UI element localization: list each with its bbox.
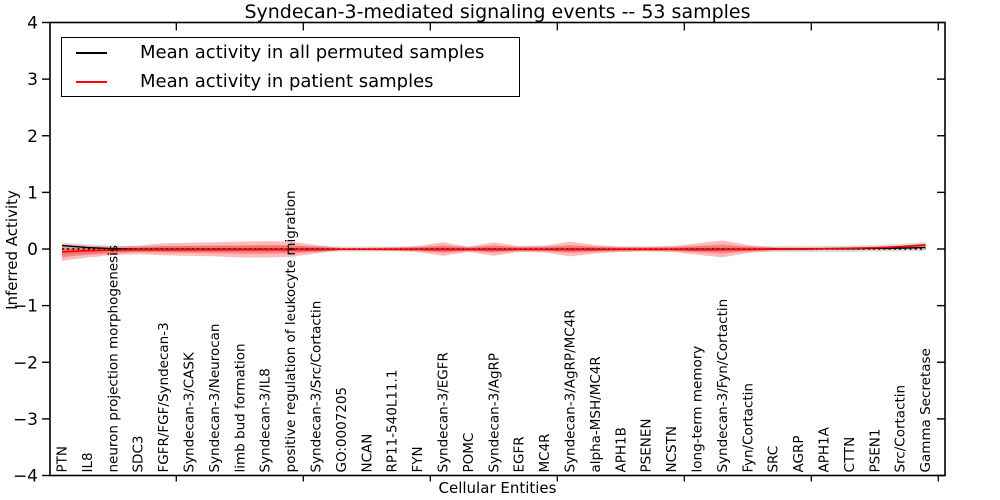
category-label: GO:0007205 xyxy=(334,387,350,473)
category-label: FYN xyxy=(410,446,426,472)
chart-title: Syndecan-3-mediated signaling events -- … xyxy=(244,1,751,23)
y-tick-label: −2 xyxy=(13,353,38,373)
y-tick-label: 2 xyxy=(27,127,38,147)
legend-label-permuted: Mean activity in all permuted samples xyxy=(140,42,485,63)
category-label: APH1A xyxy=(817,426,833,472)
category-label: Syndecan-3/AgRP/MC4R xyxy=(563,309,579,472)
category-label: EGFR xyxy=(512,436,528,472)
category-label: Gamma Secretase xyxy=(918,348,934,472)
category-label: Syndecan-3/CASK xyxy=(182,351,198,472)
legend-item-permuted: Mean activity in all permuted samples xyxy=(62,39,519,67)
category-label: MC4R xyxy=(537,433,553,472)
category-label: alpha-MSH/MC4R xyxy=(588,356,604,472)
category-label: NCSTN xyxy=(664,426,680,472)
legend: Mean activity in all permuted samples Me… xyxy=(61,37,520,97)
category-label: PTN xyxy=(55,446,71,473)
category-label: PSEN1 xyxy=(867,429,883,473)
category-label: Syndecan-3/IL8 xyxy=(258,368,274,472)
patient-std-band-inner xyxy=(62,244,926,258)
y-tick-label: 4 xyxy=(27,14,38,34)
category-label: RP11-540L11.1 xyxy=(385,370,401,473)
category-label: FGFR/FGF/Syndecan-3 xyxy=(156,322,172,472)
category-label: Syndecan-3/Neurocan xyxy=(207,324,223,473)
category-label: Src/Cortactin xyxy=(893,385,909,473)
category-label: neuron projection morphogenesis xyxy=(105,245,121,472)
legend-item-patient: Mean activity in patient samples xyxy=(62,68,519,96)
legend-line-patient-icon xyxy=(76,80,107,83)
category-label: Syndecan-3/AgRP xyxy=(486,353,502,473)
legend-label-patient: Mean activity in patient samples xyxy=(140,71,434,92)
category-label: positive regulation of leukocyte migrati… xyxy=(283,190,299,472)
y-tick-label: −4 xyxy=(13,467,38,487)
category-label: Syndecan-3/EGFR xyxy=(436,352,452,472)
category-label: AGRP xyxy=(791,436,807,473)
y-tick-label: −1 xyxy=(13,297,38,317)
category-label: SRC xyxy=(766,446,782,473)
category-label: Syndecan-3/Src/Cortactin xyxy=(309,301,325,473)
category-label: SDC3 xyxy=(131,436,147,473)
category-label: APH1B xyxy=(613,427,629,472)
patient-std-band-outer xyxy=(62,240,926,261)
category-label: limb bud formation xyxy=(232,343,248,472)
category-label: CTTN xyxy=(842,437,858,473)
category-label: IL8 xyxy=(80,452,96,472)
legend-line-permuted-icon xyxy=(76,51,107,54)
category-label: long-term memory xyxy=(690,346,706,473)
y-tick-label: −3 xyxy=(13,410,38,430)
category-label: NCAN xyxy=(359,434,375,473)
category-label: PSENEN xyxy=(639,419,655,473)
y-tick-label: 0 xyxy=(27,240,38,260)
patient-mean-line xyxy=(61,244,926,253)
y-tick-label: 1 xyxy=(27,183,38,203)
category-label: Fyn/Cortactin xyxy=(740,383,756,472)
category-label: Syndecan-3/Fyn/Cortactin xyxy=(715,299,731,473)
y-tick-label: 3 xyxy=(27,70,38,90)
x-axis-label: Cellular Entities xyxy=(438,479,557,497)
category-label: POMC xyxy=(461,433,477,473)
